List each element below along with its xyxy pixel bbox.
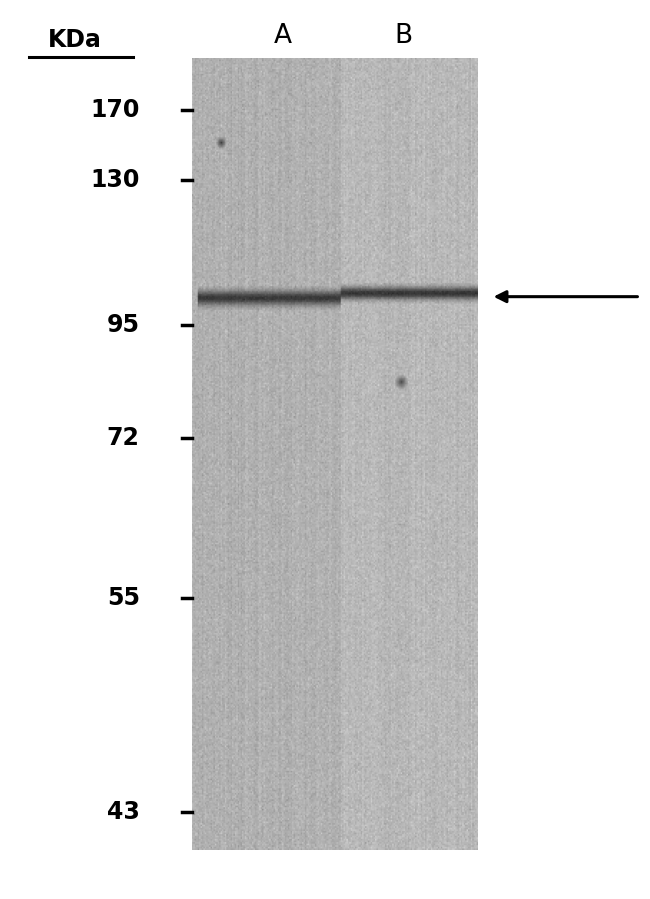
Text: A: A [274, 23, 292, 49]
Text: 95: 95 [107, 314, 140, 337]
Text: B: B [394, 23, 412, 49]
Text: KDa: KDa [48, 29, 101, 52]
Text: 130: 130 [90, 168, 140, 191]
Text: 72: 72 [107, 426, 140, 450]
Text: 55: 55 [107, 586, 140, 610]
Text: 43: 43 [107, 800, 140, 823]
Text: 170: 170 [90, 98, 140, 121]
